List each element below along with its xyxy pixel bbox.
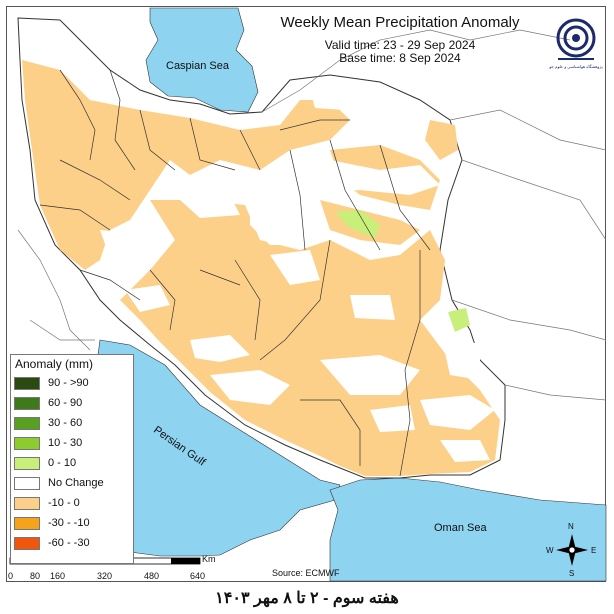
legend-label: 30 - 60	[48, 417, 83, 429]
legend-swatch	[14, 536, 40, 550]
legend-swatch	[14, 456, 40, 470]
footer-caption: هفته سوم - ۲ تا ۸ مهر ۱۴۰۳	[215, 590, 399, 607]
scale-label: 640	[190, 571, 206, 581]
legend-swatch	[14, 516, 40, 530]
oman-sea-label: Oman Sea	[434, 522, 487, 534]
legend-item: 30 - 60	[14, 415, 130, 431]
caspian-sea	[145, 7, 259, 113]
legend: Anomaly (mm) 90 - >90 60 - 90 30 - 60 10…	[10, 354, 134, 564]
legend-label: -60 - -30	[48, 537, 90, 549]
legend-swatch	[14, 416, 40, 430]
compass-e: E	[591, 546, 597, 555]
caspian-sea-label: Caspian Sea	[166, 60, 229, 72]
legend-item: 10 - 30	[14, 435, 130, 451]
compass-s: S	[569, 569, 575, 578]
compass-w: W	[546, 546, 554, 555]
legend-swatch	[14, 436, 40, 450]
legend-label: -30 - -10	[48, 517, 90, 529]
legend-item: No Change	[14, 475, 130, 491]
scale-bar: 0 80 160 320 480 640 Km	[8, 554, 218, 582]
no-change-patches	[100, 85, 495, 462]
legend-swatch	[14, 376, 40, 390]
legend-item: 90 - >90	[14, 375, 130, 391]
scale-label: 80	[30, 571, 41, 581]
scale-unit: Km	[202, 554, 216, 564]
legend-label: 0 - 10	[48, 457, 77, 469]
map-frame	[6, 6, 606, 582]
country-borders	[17, 29, 607, 401]
legend-item: 0 - 10	[14, 455, 130, 471]
map-title: Weekly Mean Precipitation Anomaly	[280, 14, 520, 31]
legend-item: -60 - -30	[14, 535, 130, 551]
scale-label: 160	[50, 571, 66, 581]
compass-icon	[556, 534, 588, 566]
legend-label: 90 - >90	[48, 377, 89, 389]
legend-title: Anomaly (mm)	[15, 357, 94, 371]
legend-label: No Change	[48, 477, 104, 489]
legend-swatch	[14, 496, 40, 510]
valid-time: Valid time: 23 - 29 Sep 2024	[324, 38, 476, 52]
scale-label: 480	[144, 571, 160, 581]
logo-text: پژوهشگاه هواشناسی و علوم جو	[549, 64, 603, 69]
legend-item: -10 - 0	[14, 495, 130, 511]
legend-item: 60 - 90	[14, 395, 130, 411]
scale-label: 0	[8, 571, 14, 581]
legend-label: 60 - 90	[48, 397, 83, 409]
legend-swatch	[14, 476, 40, 490]
legend-swatch	[14, 396, 40, 410]
institute-logo: پژوهشگاه هواشناسی و علوم جو	[548, 14, 604, 78]
legend-label: 10 - 30	[48, 437, 83, 449]
legend-item: -30 - -10	[14, 515, 130, 531]
legend-label: -10 - 0	[48, 497, 80, 509]
base-time: Base time: 8 Sep 2024	[339, 51, 461, 65]
province-boundaries	[39, 69, 431, 477]
data-source: Source: ECMWF	[272, 568, 340, 578]
scale-label: 320	[97, 571, 113, 581]
institute-logo-icon	[556, 18, 596, 60]
compass-n: N	[568, 522, 574, 531]
